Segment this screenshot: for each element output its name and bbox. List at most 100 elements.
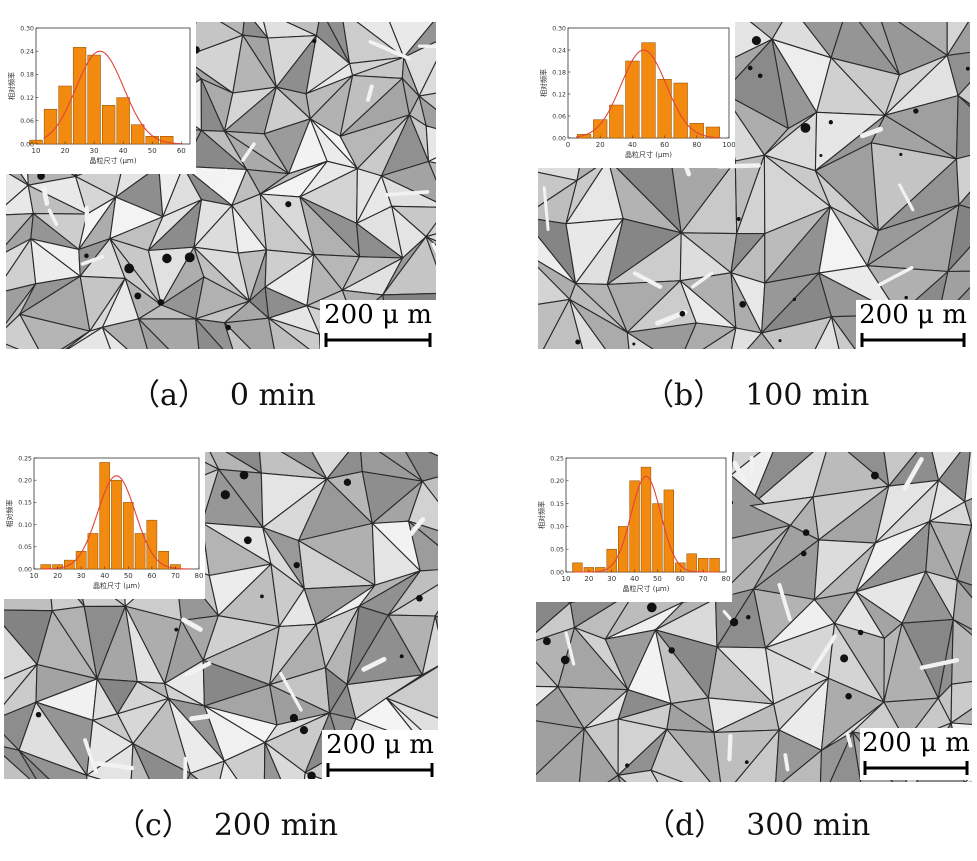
scale-bar-b: 200 μ m bbox=[856, 300, 970, 350]
scale-bar-a: 200 μ m bbox=[320, 300, 436, 350]
y-tick-label: 0.00 bbox=[18, 566, 32, 573]
x-tick-label: 100 bbox=[722, 141, 735, 149]
histogram-bar bbox=[58, 85, 72, 145]
x-tick-label: 50 bbox=[124, 572, 133, 580]
histogram-bar bbox=[87, 54, 101, 145]
y-tick-label: 0.20 bbox=[18, 478, 32, 485]
histogram-bar bbox=[625, 60, 640, 139]
y-axis-label: 相对频率 bbox=[7, 72, 16, 100]
gaussian-fit-line bbox=[42, 475, 191, 570]
x-tick-label: 20 bbox=[53, 572, 62, 580]
scale-bar-label-d: 200 μ m bbox=[862, 728, 970, 758]
caption-c-label: （c） bbox=[115, 808, 192, 843]
y-tick-label: 0.06 bbox=[552, 113, 566, 120]
histogram-inset-a: 10 20 30 40 50 60 0.00 0.06 0.12 0.18 0.24 0.30 晶粒尺寸… bbox=[6, 22, 196, 174]
x-tick-label: 30 bbox=[77, 572, 86, 580]
x-tick-label: 80 bbox=[722, 575, 731, 583]
y-tick-label: 0.10 bbox=[18, 522, 32, 529]
histogram-bar bbox=[609, 104, 624, 139]
caption-a: （a） 0 min bbox=[130, 370, 316, 414]
x-axis-label: 晶粒尺寸 (μm) bbox=[623, 584, 670, 593]
x-tick-label: 70 bbox=[171, 572, 180, 580]
x-tick-label: 60 bbox=[676, 575, 685, 583]
y-tick-label: 0.05 bbox=[18, 544, 32, 551]
x-tick-label: 60 bbox=[147, 572, 156, 580]
x-tick-label: 80 bbox=[195, 572, 204, 580]
y-tick-label: 0.15 bbox=[18, 500, 32, 507]
x-tick-label: 40 bbox=[630, 575, 639, 583]
y-tick-label: 0.15 bbox=[550, 501, 564, 508]
x-tick-label: 10 bbox=[562, 575, 571, 583]
histogram-bar bbox=[673, 82, 688, 139]
y-axis-label: 相对频率 bbox=[539, 69, 548, 97]
histogram-inset-b: 0 20 40 60 80 100 0.00 0.06 0.12 0.18 0.24 0.30 晶粒尺寸… bbox=[538, 22, 736, 168]
x-tick-label: 80 bbox=[692, 141, 701, 149]
x-axis-label: 晶粒尺寸 (μm) bbox=[90, 156, 137, 165]
histogram-bar bbox=[640, 466, 652, 573]
x-tick-label: 50 bbox=[148, 147, 157, 155]
histogram-bar bbox=[641, 42, 656, 139]
histogram-bar bbox=[629, 480, 640, 573]
histogram-bar bbox=[87, 533, 99, 570]
y-tick-label: 0.00 bbox=[20, 141, 34, 148]
scale-bar-c: 200 μ m bbox=[322, 730, 438, 780]
histogram-bar bbox=[101, 105, 116, 145]
y-tick-label: 0.24 bbox=[552, 47, 566, 54]
histogram-bar bbox=[663, 489, 675, 573]
x-tick-label: 30 bbox=[90, 147, 99, 155]
y-axis-label: 相对频率 bbox=[5, 500, 14, 528]
histogram-bar bbox=[72, 47, 87, 145]
caption-b: （b） 100 min bbox=[644, 370, 869, 414]
caption-d-label: （d） bbox=[645, 808, 725, 843]
histogram-bar bbox=[686, 553, 697, 573]
histogram-bar bbox=[111, 479, 122, 570]
x-tick-label: 20 bbox=[61, 147, 70, 155]
y-tick-label: 0.30 bbox=[552, 25, 566, 32]
histogram-bar bbox=[577, 134, 592, 139]
histogram-bar bbox=[43, 108, 58, 145]
x-tick-label: 40 bbox=[119, 147, 128, 155]
x-tick-label: 40 bbox=[100, 572, 109, 580]
gaussian-fit-line bbox=[574, 475, 718, 573]
y-tick-label: 0.18 bbox=[20, 72, 34, 79]
caption-d: （d） 300 min bbox=[645, 800, 870, 844]
histogram-bar bbox=[122, 502, 134, 570]
caption-c-time: 200 min bbox=[213, 808, 338, 843]
y-tick-label: 0.00 bbox=[550, 569, 564, 576]
y-tick-label: 0.18 bbox=[552, 69, 566, 76]
histogram-inset-c: 10 20 30 40 50 60 70 80 0.00 0.05 0.10 0.15 0.20 0.25… bbox=[4, 452, 205, 599]
histogram-d: 10 20 30 40 50 60 70 80 0.00 0.05 0.10 0.15 0.20 0.25… bbox=[537, 455, 731, 593]
y-tick-label: 0.12 bbox=[20, 95, 34, 102]
y-tick-label: 0.24 bbox=[20, 49, 34, 56]
gaussian-fit-line bbox=[575, 49, 721, 139]
histogram-bar bbox=[99, 462, 111, 570]
x-tick-label: 50 bbox=[653, 575, 662, 583]
histogram-bar bbox=[705, 126, 720, 139]
x-tick-label: 60 bbox=[177, 147, 186, 155]
y-tick-label: 0.05 bbox=[550, 547, 564, 554]
x-tick-label: 10 bbox=[32, 147, 41, 155]
histogram-bar bbox=[131, 124, 145, 145]
x-axis-label: 晶粒尺寸 (μm) bbox=[93, 581, 140, 590]
x-axis-label: 晶粒尺寸 (μm) bbox=[625, 150, 672, 159]
scale-bar-label-a: 200 μ m bbox=[324, 300, 432, 330]
caption-b-label: （b） bbox=[644, 378, 724, 413]
caption-a-label: （a） bbox=[130, 378, 208, 413]
histogram-bar bbox=[134, 533, 146, 570]
histogram-bar bbox=[572, 562, 583, 573]
caption-c: （c） 200 min bbox=[115, 800, 338, 844]
scale-bar-label-b: 200 μ m bbox=[859, 300, 967, 330]
y-tick-label: 0.06 bbox=[20, 118, 34, 125]
histogram-b: 0 20 40 60 80 100 0.00 0.06 0.12 0.18 0.24 0.30 晶粒尺寸… bbox=[539, 25, 736, 159]
histogram-bar bbox=[116, 97, 130, 145]
histogram-bar bbox=[146, 519, 158, 570]
y-tick-label: 0.30 bbox=[20, 25, 34, 32]
y-tick-label: 0.20 bbox=[550, 478, 564, 485]
histogram-bar bbox=[709, 558, 720, 573]
y-tick-label: 0.25 bbox=[550, 455, 564, 462]
y-tick-label: 0.12 bbox=[552, 91, 566, 98]
y-tick-label: 0.00 bbox=[552, 135, 566, 142]
scale-bar-label-c: 200 μ m bbox=[326, 730, 434, 760]
gaussian-fit-line bbox=[43, 50, 183, 145]
histogram-inset-d: 10 20 30 40 50 60 70 80 0.00 0.05 0.10 0.15 0.20 0.25… bbox=[536, 452, 732, 602]
